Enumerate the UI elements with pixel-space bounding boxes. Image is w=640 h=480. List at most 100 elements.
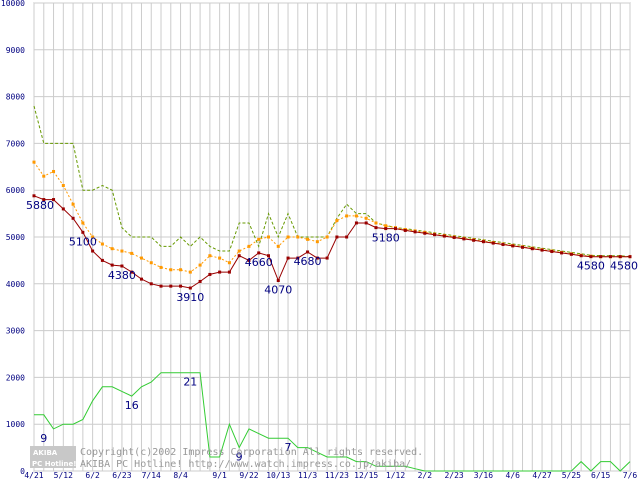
x-tick-label: 11/3: [298, 471, 317, 480]
x-tick-label: 7/14: [142, 471, 161, 480]
series-point-1: [306, 237, 310, 241]
series-point-2: [306, 250, 310, 254]
x-tick-label: 10/13: [266, 471, 290, 480]
series-point-1: [32, 160, 36, 164]
series-point-2: [481, 240, 485, 244]
series-point-2: [188, 286, 192, 290]
series-point-1: [266, 235, 270, 239]
y-tick-label: 9000: [6, 46, 25, 55]
x-tick-label: 5/25: [562, 471, 581, 480]
series-point-2: [423, 231, 427, 235]
series-point-2: [120, 264, 124, 268]
data-label: 4580: [577, 260, 605, 273]
series-point-2: [208, 272, 212, 276]
y-tick-label: 10000: [1, 0, 25, 8]
series-line-2: [33, 195, 630, 289]
data-label: 4380: [108, 269, 136, 282]
series-point-2: [511, 244, 515, 248]
data-label: 16: [125, 399, 139, 412]
series-point-2: [276, 279, 280, 283]
series-point-2: [91, 249, 95, 253]
series-point-2: [374, 226, 378, 230]
data-label: 5180: [372, 232, 400, 245]
y-tick-label: 3000: [6, 327, 25, 336]
series-point-2: [521, 245, 525, 249]
series-point-2: [218, 270, 222, 274]
series-point-2: [628, 255, 632, 259]
data-label: 4070: [264, 284, 292, 297]
series-point-1: [345, 214, 349, 218]
series-point-1: [374, 221, 378, 225]
series-point-1: [159, 265, 163, 269]
x-tick-label: 3/16: [474, 471, 493, 480]
series-point-2: [608, 255, 612, 259]
series-point-2: [71, 216, 75, 220]
y-tick-label: 1000: [6, 420, 25, 429]
series-point-2: [296, 256, 300, 260]
x-tick-label: 8/4: [173, 471, 188, 480]
y-tick-label: 2000: [6, 373, 25, 382]
series-point-2: [52, 198, 56, 202]
series-point-2: [81, 230, 85, 234]
x-tick-label: 1/12: [386, 471, 405, 480]
series-point-2: [110, 263, 114, 267]
series-point-2: [169, 284, 173, 288]
series-point-1: [354, 214, 358, 218]
series-point-2: [442, 234, 446, 238]
series-point-2: [227, 270, 231, 274]
series-point-2: [569, 252, 573, 256]
x-tick-label: 6/2: [85, 471, 100, 480]
y-tick-label: 5000: [6, 233, 25, 242]
watermark-logo-text-bottom: PC Hotline!: [32, 460, 76, 468]
x-tick-label: 11/23: [325, 471, 349, 480]
x-tick-label: 5/12: [54, 471, 73, 480]
series-point-2: [247, 258, 251, 262]
x-tick-label: 4/27: [532, 471, 551, 480]
series-point-1: [81, 221, 85, 225]
x-axis-ticks: 4/21 5/12 6/2 6/23 7/14 8/4 9/1 9/22 10/13 11/3 11…: [24, 471, 637, 480]
series-point-2: [540, 248, 544, 252]
series-point-1: [208, 254, 212, 258]
data-label: 4580: [610, 260, 638, 273]
series-point-2: [257, 251, 261, 255]
series-point-2: [501, 242, 505, 246]
series-point-2: [198, 279, 202, 283]
watermark-logo-bottom: [30, 457, 76, 468]
series-point-2: [335, 235, 339, 239]
series-point-1: [179, 268, 183, 272]
series-point-1: [149, 261, 153, 265]
series-point-1: [61, 184, 65, 188]
series-point-2: [618, 255, 622, 259]
data-label: 4680: [294, 255, 322, 268]
data-label: 9: [236, 451, 243, 464]
series-point-2: [139, 277, 143, 281]
data-label: 7: [285, 441, 292, 454]
series-point-1: [227, 261, 231, 265]
series-point-1: [364, 216, 368, 220]
watermark-line2: AKIBA PC Hotline! http://www.watch.impre…: [80, 459, 411, 470]
series-point-1: [100, 242, 104, 246]
series-point-2: [179, 284, 183, 288]
series-point-2: [413, 230, 417, 234]
series-point-2: [42, 198, 46, 202]
series-point-2: [599, 255, 603, 259]
chart-grid: [33, 2, 631, 472]
data-label: 21: [183, 376, 197, 389]
y-tick-label: 8000: [6, 93, 25, 102]
series-point-2: [560, 251, 564, 255]
series-point-1: [120, 249, 124, 253]
series-point-2: [325, 256, 329, 260]
series-point-1: [130, 251, 134, 255]
y-tick-label: 7000: [6, 139, 25, 148]
watermark-line1: Copyright(c)2002 Impress Corporation All…: [80, 447, 423, 458]
series-point-1: [335, 219, 339, 223]
y-axis-ticks: 0 1000 2000 3000 4000 5000 6000 7000 8000 9000 100…: [1, 0, 25, 476]
data-label: 5100: [69, 235, 97, 248]
series-point-2: [266, 254, 270, 258]
series-point-1: [188, 270, 192, 274]
series-point-2: [315, 256, 319, 260]
series-point-1: [169, 268, 173, 272]
data-labels: 5880 5100 4380 3910 4660 4070 4680 5180 4580 4580…: [26, 199, 638, 464]
watermark-logo-text-top: AKIBA: [33, 449, 58, 457]
series-point-2: [354, 221, 358, 225]
